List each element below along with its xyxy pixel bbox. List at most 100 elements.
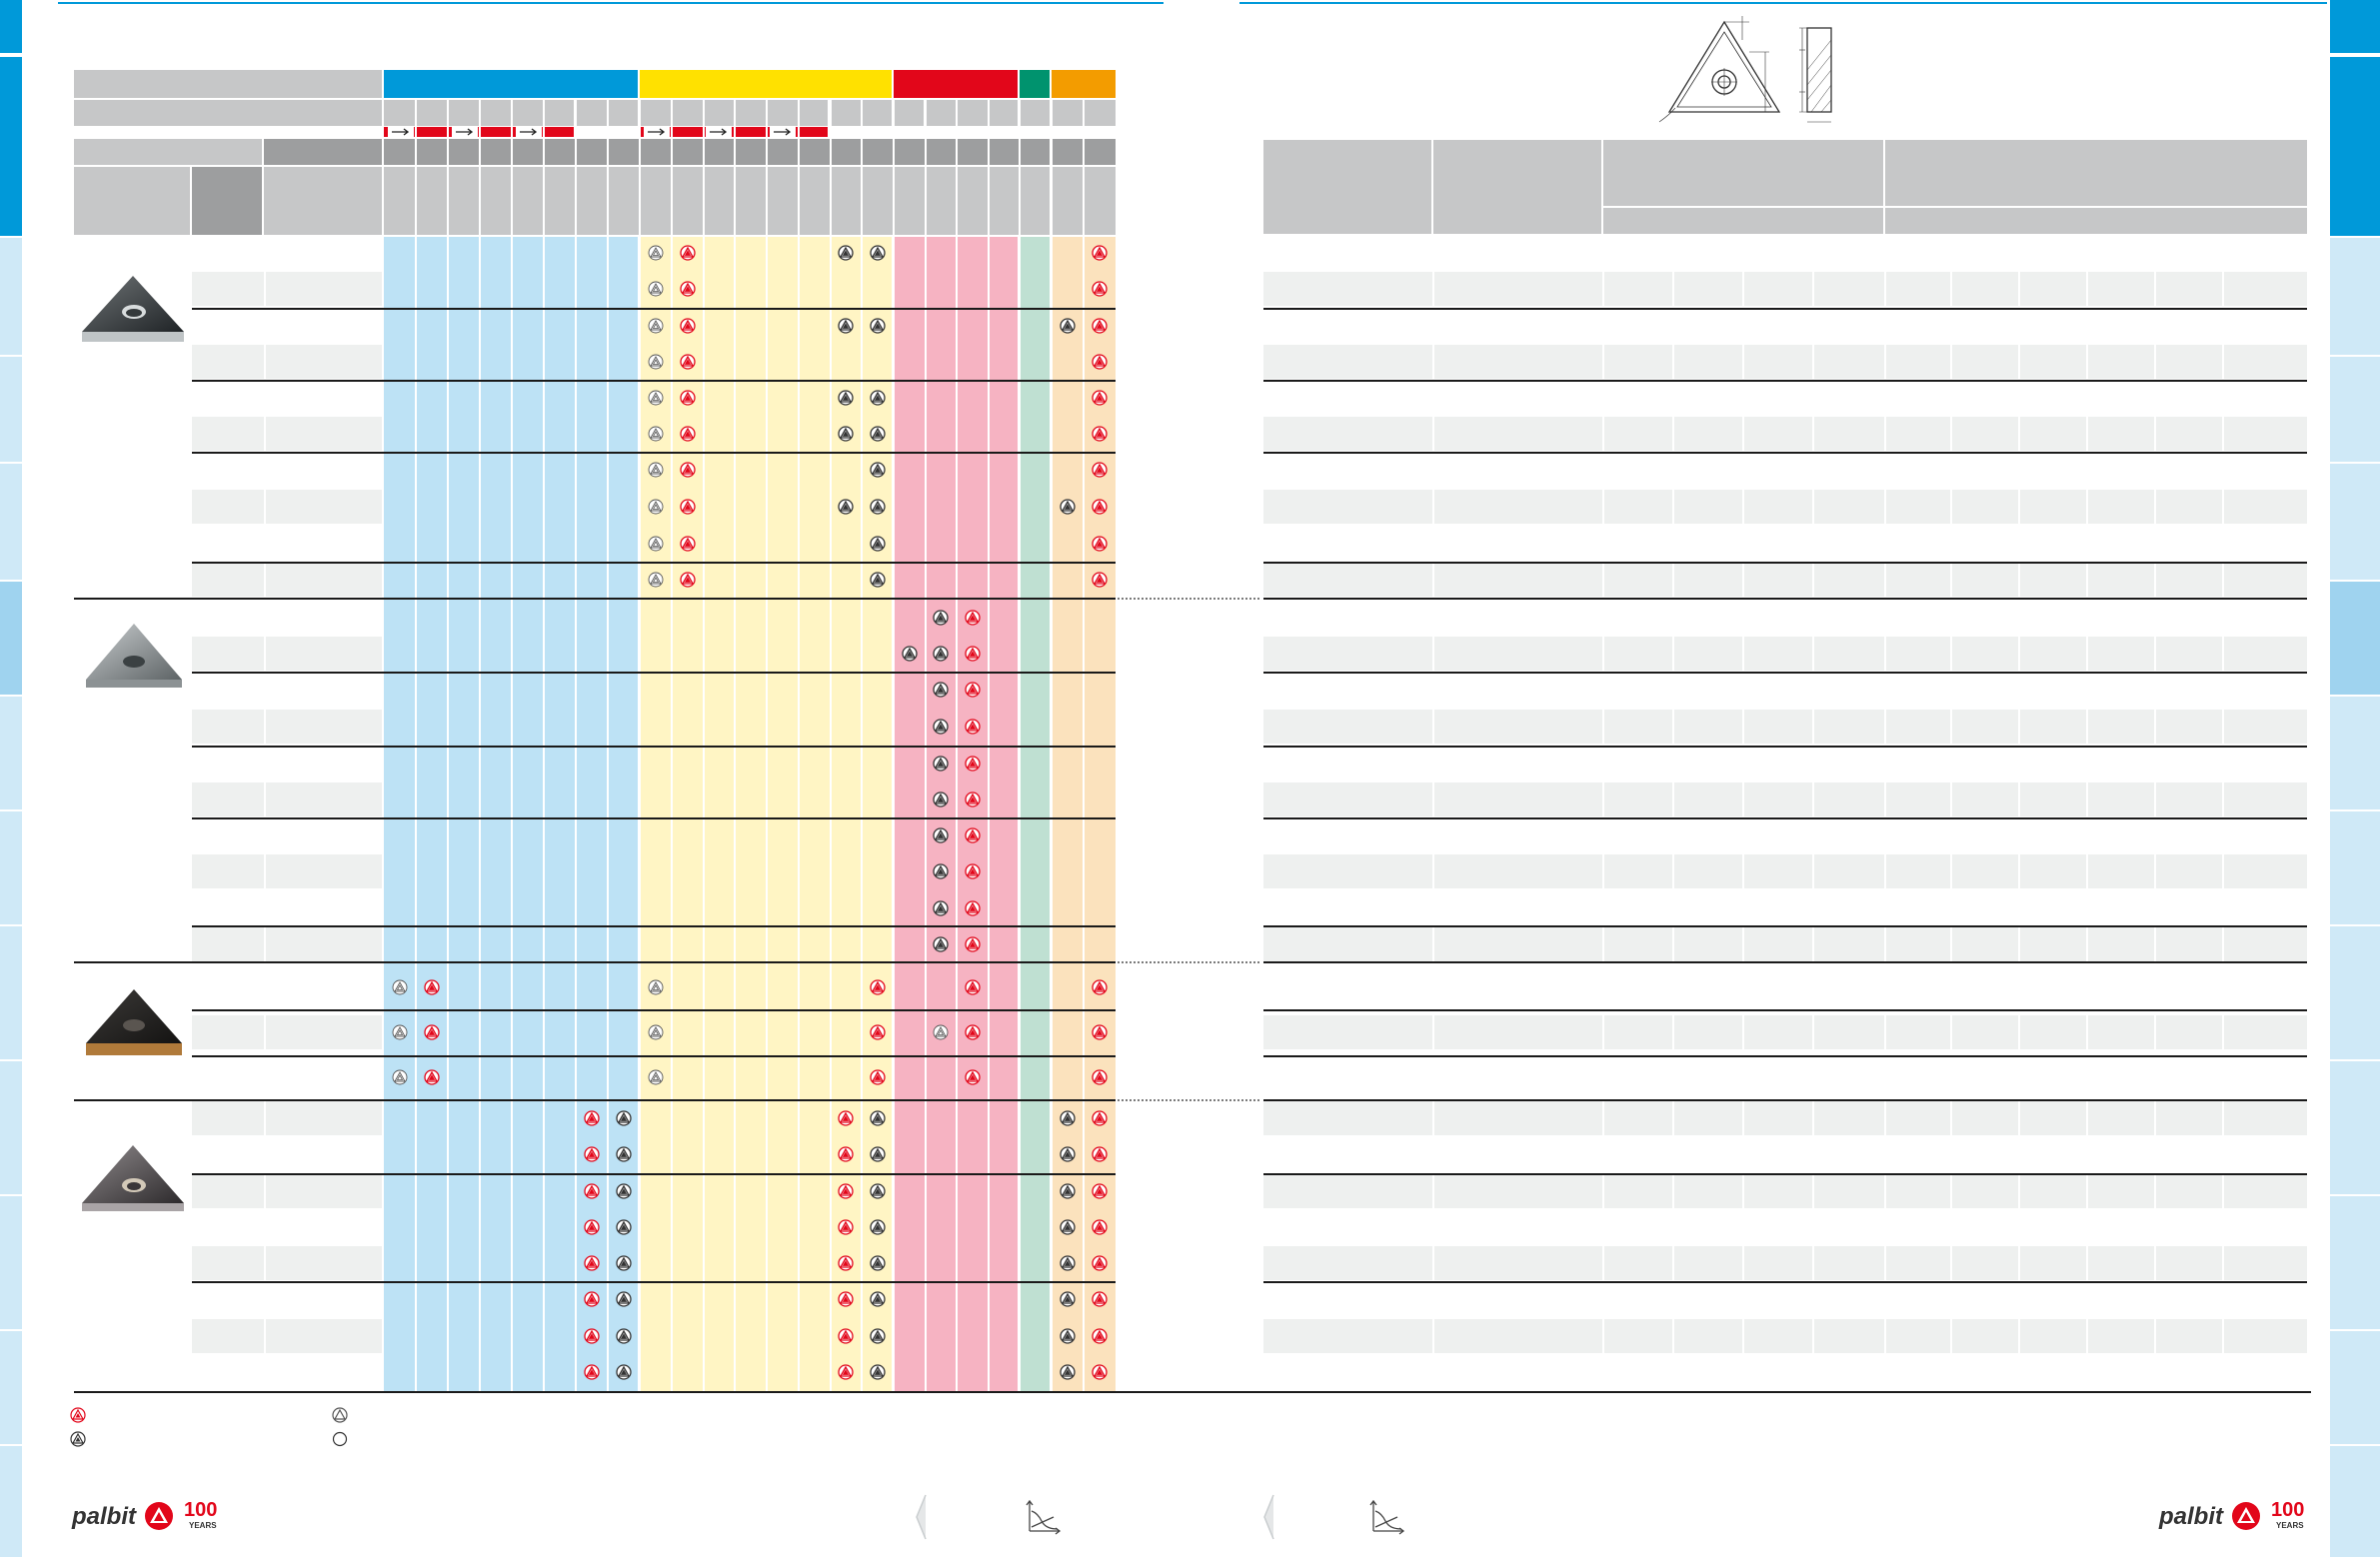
- row-separator: [74, 961, 1116, 963]
- chapter-tab[interactable]: [2330, 0, 2380, 53]
- dimension-row-separator: [1263, 1099, 2307, 1101]
- chapter-tab[interactable]: [0, 1061, 22, 1194]
- empty-circle-icon: [332, 1431, 348, 1447]
- dimension-cell-divider: [1950, 927, 1952, 961]
- chevron-left-icon[interactable]: [1261, 1493, 1275, 1541]
- chapter-tab[interactable]: [2330, 238, 2380, 355]
- row-label-divider: [264, 345, 266, 379]
- dark-triangle-grade-icon: [870, 1146, 886, 1162]
- chapter-tab[interactable]: [2330, 582, 2380, 695]
- chapter-tab[interactable]: [0, 57, 22, 236]
- red-triangle-grade-icon: [584, 1328, 600, 1344]
- dark-triangle-grade-icon: [933, 756, 949, 772]
- right-header-col1: [1263, 140, 1431, 234]
- dimension-row-separator: [1263, 1009, 2307, 1011]
- chapter-tab[interactable]: [0, 811, 22, 924]
- red-triangle-grade-icon: [1092, 1255, 1108, 1271]
- row-label-divider: [264, 1174, 266, 1208]
- row-label-stripe: [192, 927, 382, 961]
- dimension-cell-divider: [2086, 345, 2088, 379]
- dimension-cell-divider: [2222, 1246, 2224, 1280]
- dimension-cell-divider: [1884, 417, 1886, 451]
- dimension-cell-divider: [1602, 1246, 1604, 1280]
- row-label-divider: [264, 1101, 266, 1135]
- dark-triangle-grade-icon: [870, 390, 886, 406]
- chapter-tab[interactable]: [0, 697, 22, 809]
- dimension-cell-divider: [1672, 782, 1674, 816]
- anniversary-number: 100: [184, 1499, 218, 1521]
- dimension-cell-divider: [1950, 710, 1952, 744]
- chevron-left-icon[interactable]: [914, 1493, 928, 1541]
- red-triangle-grade-icon: [584, 1110, 600, 1126]
- chapter-tab[interactable]: [2330, 57, 2380, 236]
- chapter-tab[interactable]: [0, 926, 22, 1059]
- red-triangle-grade-icon: [965, 863, 981, 879]
- dimension-cell-divider: [1812, 927, 1814, 961]
- dimension-cell-divider: [2086, 927, 2088, 961]
- red-triangle-grade-icon: [1092, 979, 1108, 995]
- dimension-cell-divider: [1672, 345, 1674, 379]
- dark-triangle-grade-icon: [1060, 1110, 1076, 1126]
- chapter-tab[interactable]: [2330, 1446, 2380, 1557]
- insert-image-2: [86, 624, 182, 688]
- row-separator: [192, 817, 1116, 819]
- dimension-cell-divider: [1672, 563, 1674, 597]
- chapter-tab[interactable]: [2330, 697, 2380, 809]
- dimension-cell-divider: [1432, 563, 1434, 597]
- dimension-row-separator: [1263, 961, 2307, 963]
- dark-triangle-grade-icon: [1060, 1183, 1076, 1199]
- row-separator: [74, 598, 1116, 600]
- dimension-cell-divider: [1950, 1015, 1952, 1049]
- chapter-tab[interactable]: [2330, 1331, 2380, 1444]
- dimension-cell-divider: [1742, 490, 1744, 524]
- chapter-tab[interactable]: [0, 1446, 22, 1557]
- chapter-tab[interactable]: [0, 582, 22, 695]
- top-rule-left: [58, 2, 1164, 4]
- dimension-cell-divider: [2154, 1246, 2156, 1280]
- chapter-tab[interactable]: [0, 238, 22, 355]
- chapter-tab[interactable]: [2330, 357, 2380, 462]
- row-label-stripe: [192, 272, 382, 306]
- dark-triangle-grade-icon: [616, 1146, 632, 1162]
- chapter-tab[interactable]: [2330, 1196, 2380, 1329]
- chapter-tab[interactable]: [2330, 926, 2380, 1059]
- row-label-stripe: [192, 782, 382, 816]
- dimension-cell-divider: [2222, 490, 2224, 524]
- dimension-row-separator: [1263, 1173, 2307, 1175]
- outline-triangle-grade-icon: [648, 426, 664, 442]
- dimension-cell-divider: [1884, 1015, 1886, 1049]
- dark-triangle-grade-icon: [933, 827, 949, 843]
- chapter-tab[interactable]: [0, 357, 22, 462]
- red-triangle-grade-icon: [680, 354, 696, 370]
- dimension-cell-divider: [1742, 1101, 1744, 1135]
- dimension-cell-divider: [2222, 1101, 2224, 1135]
- dimension-cell-divider: [1602, 1015, 1604, 1049]
- row-label-divider: [264, 782, 266, 816]
- chapter-tab[interactable]: [2330, 1061, 2380, 1194]
- dark-triangle-grade-icon: [70, 1431, 86, 1447]
- footer-logo-right: palbit 100 YEARS: [2159, 1499, 2319, 1539]
- chart-axes-icon[interactable]: [1024, 1499, 1064, 1535]
- chapter-tab[interactable]: [0, 464, 22, 580]
- red-triangle-grade-icon: [838, 1328, 854, 1344]
- red-triangle-grade-icon: [965, 979, 981, 995]
- dimension-cell-divider: [2154, 637, 2156, 671]
- dimension-cell-divider: [1884, 710, 1886, 744]
- chapter-tab[interactable]: [2330, 464, 2380, 580]
- chart-axes-icon[interactable]: [1367, 1499, 1407, 1535]
- dark-triangle-grade-icon: [838, 245, 854, 261]
- red-triangle-grade-icon: [838, 1183, 854, 1199]
- chapter-tab[interactable]: [0, 1196, 22, 1329]
- dimension-cell-divider: [1742, 1319, 1744, 1353]
- chapter-tab[interactable]: [0, 1331, 22, 1444]
- chapter-tab[interactable]: [2330, 811, 2380, 924]
- dimension-row-stripe: [1263, 490, 2307, 524]
- dimension-cell-divider: [1950, 417, 1952, 451]
- right-arrow-icon: [706, 127, 732, 137]
- chapter-tab[interactable]: [0, 0, 22, 53]
- dimension-cell-divider: [1742, 563, 1744, 597]
- dark-triangle-grade-icon: [870, 462, 886, 478]
- dotted-connector: [1118, 598, 1259, 600]
- red-triangle-grade-icon: [1092, 1069, 1108, 1085]
- row-label-divider: [264, 272, 266, 306]
